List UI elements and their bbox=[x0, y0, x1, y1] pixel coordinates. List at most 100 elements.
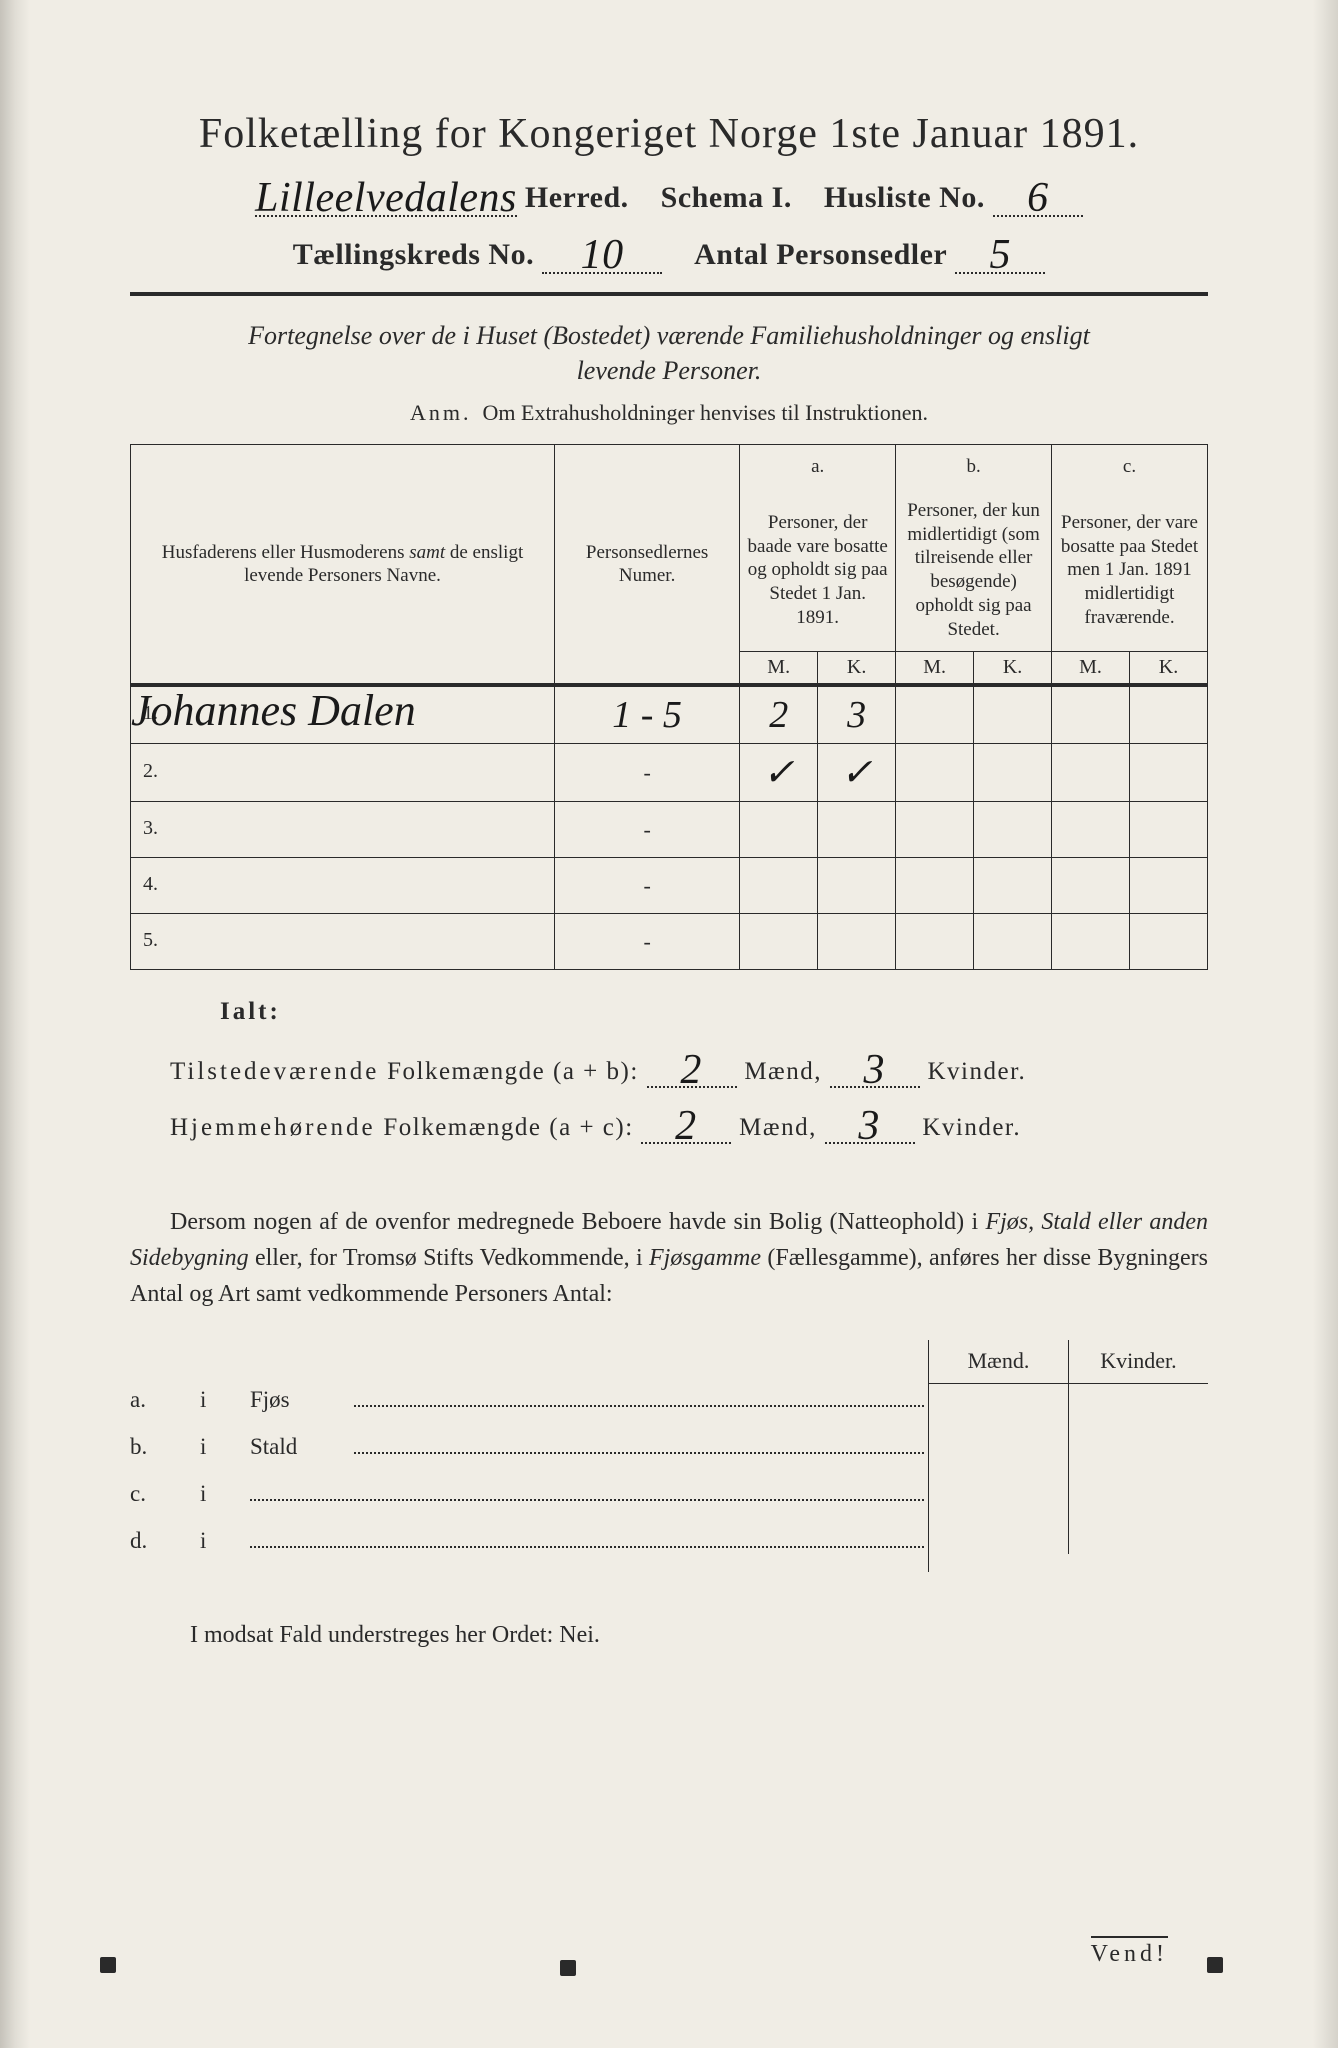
row-item: Fjøs bbox=[250, 1387, 350, 1413]
b-k-cell bbox=[974, 858, 1052, 914]
table-row: 2. - ✓ ✓ bbox=[131, 744, 1208, 802]
maend-label: Mænd, bbox=[739, 1114, 817, 1141]
ialt2-main: Folkemængde (a + c): bbox=[383, 1114, 633, 1141]
census-table-body: 1. Johannes Dalen 1 - 5 2 3 2. - ✓ ✓ bbox=[131, 685, 1208, 970]
table-row: 5. - bbox=[131, 914, 1208, 970]
ialt-label: Ialt: bbox=[220, 998, 1208, 1026]
anm-label: Anm. bbox=[410, 400, 472, 425]
a-m-cell bbox=[740, 802, 818, 858]
ialt1-prefix: Tilstedeværende bbox=[170, 1058, 379, 1085]
row-i: i bbox=[200, 1528, 250, 1554]
name-value: Johannes Dalen bbox=[131, 693, 416, 728]
c-m-cell bbox=[1052, 914, 1130, 970]
name-cell: 5. bbox=[131, 914, 555, 970]
kvinder-label: Kvinder. bbox=[927, 1058, 1026, 1085]
name-cell: 3. bbox=[131, 802, 555, 858]
name-cell: 2. bbox=[131, 744, 555, 802]
mk-column: Mænd. Kvinder. bbox=[928, 1340, 1208, 1572]
mk-body bbox=[929, 1384, 1208, 1554]
antal-value: 5 bbox=[989, 239, 1011, 273]
col-a-m: M. bbox=[740, 652, 818, 686]
ialt-line-1: Tilstedeværende Folkemængde (a + b): 2 M… bbox=[170, 1050, 1208, 1088]
col-header-names: Husfaderens eller Husmode­rens samt de e… bbox=[131, 445, 555, 686]
anm-text: Om Extrahusholdninger henvises til Instr… bbox=[483, 400, 928, 425]
a-m-cell: 2 bbox=[740, 685, 818, 744]
col-c-k: K. bbox=[1129, 652, 1207, 686]
dotted-line bbox=[354, 1384, 924, 1407]
taellings-label: Tællingskreds No. bbox=[293, 238, 534, 271]
building-row: d. i bbox=[130, 1525, 928, 1554]
row-i: i bbox=[200, 1387, 250, 1413]
census-form-page: Folketælling for Kongeriget Norge 1ste J… bbox=[0, 0, 1338, 2048]
ialt2-prefix: Hjemmehørende bbox=[170, 1114, 376, 1141]
instruction-paragraph: Dersom nogen af de ovenfor medregnede Be… bbox=[130, 1204, 1208, 1312]
totals-section: Ialt: Tilstedeværende Folkemængde (a + b… bbox=[130, 998, 1208, 1144]
herred-field: Lilleelvedalens bbox=[255, 178, 517, 217]
husliste-value: 6 bbox=[1027, 182, 1049, 216]
antal-field: 5 bbox=[955, 235, 1045, 274]
col-a-label: a. bbox=[740, 445, 896, 489]
psn-cell: - bbox=[555, 744, 740, 802]
husliste-label: Husliste No. bbox=[824, 181, 985, 214]
taellings-value: 10 bbox=[581, 239, 624, 273]
ialt2-k-field: 3 bbox=[825, 1106, 915, 1144]
c-k-cell bbox=[1129, 858, 1207, 914]
husliste-field: 6 bbox=[993, 178, 1083, 217]
building-row bbox=[130, 1340, 928, 1384]
c-k-cell bbox=[1129, 744, 1207, 802]
form-description: Fortegnelse over de i Huset (Bostedet) v… bbox=[130, 318, 1208, 388]
building-row: b. i Stald bbox=[130, 1431, 928, 1460]
a-k-cell bbox=[818, 858, 896, 914]
maend-col bbox=[929, 1384, 1069, 1554]
header-line-2: Tællingskreds No. 10 Antal Personsedler … bbox=[130, 235, 1208, 274]
b-m-cell bbox=[896, 744, 974, 802]
ialt2-m-field: 2 bbox=[641, 1106, 731, 1144]
row-item: Stald bbox=[250, 1434, 350, 1460]
col-c-label: c. bbox=[1052, 445, 1208, 489]
table-row: 1. Johannes Dalen 1 - 5 2 3 bbox=[131, 685, 1208, 744]
b-k-cell bbox=[974, 685, 1052, 744]
col-b-m: M. bbox=[896, 652, 974, 686]
ialt1-main: Folkemængde (a + b): bbox=[387, 1058, 639, 1085]
anm-note: Anm. Om Extrahusholdninger henvises til … bbox=[130, 400, 1208, 426]
census-table: Husfaderens eller Husmode­rens samt de e… bbox=[130, 444, 1208, 970]
ialt1-k-field: 3 bbox=[830, 1050, 920, 1088]
c-k-cell bbox=[1129, 802, 1207, 858]
kvinder-label: Kvinder. bbox=[922, 1114, 1021, 1141]
c-m-cell bbox=[1052, 685, 1130, 744]
row-prefix: d. bbox=[130, 1528, 200, 1554]
description-line2: levende Personer. bbox=[577, 356, 762, 385]
kvinder-header: Kvinder. bbox=[1069, 1340, 1208, 1383]
psn-cell: 1 - 5 bbox=[555, 685, 740, 744]
table-row: 3. - bbox=[131, 802, 1208, 858]
schema-label: Schema I. bbox=[661, 181, 792, 214]
row-i: i bbox=[200, 1434, 250, 1460]
herred-value: Lilleelvedalens bbox=[255, 182, 517, 216]
page-title: Folketælling for Kongeriget Norge 1ste J… bbox=[130, 110, 1208, 158]
col-c-desc: Personer, der vare bosatte paa Stedet me… bbox=[1052, 489, 1208, 652]
c-k-cell bbox=[1129, 685, 1207, 744]
a-k-cell: 3 bbox=[818, 685, 896, 744]
b-m-cell bbox=[896, 685, 974, 744]
a-k-cell bbox=[818, 914, 896, 970]
b-m-cell bbox=[896, 802, 974, 858]
col-b-k: K. bbox=[974, 652, 1052, 686]
dotted-line bbox=[250, 1525, 924, 1548]
final-instruction: I modsat Fald understreges her Ordet: Ne… bbox=[130, 1622, 1208, 1649]
psn-cell: - bbox=[555, 914, 740, 970]
row-i: i bbox=[200, 1481, 250, 1507]
c-k-cell bbox=[1129, 914, 1207, 970]
ialt-line-2: Hjemmehørende Folkemængde (a + c): 2 Mæn… bbox=[170, 1106, 1208, 1144]
building-section: a. i Fjøs b. i Stald c. i d. i bbox=[130, 1340, 1208, 1572]
row-prefix: b. bbox=[130, 1434, 200, 1460]
description-line1: Fortegnelse over de i Huset (Bostedet) v… bbox=[248, 321, 1090, 350]
b-k-cell bbox=[974, 914, 1052, 970]
a-k-cell: ✓ bbox=[818, 744, 896, 802]
maend-label: Mænd, bbox=[744, 1058, 822, 1085]
herred-label: Herred. bbox=[525, 181, 629, 214]
a-m-cell: ✓ bbox=[740, 744, 818, 802]
dotted-line bbox=[354, 1431, 924, 1454]
ialt1-m-field: 2 bbox=[647, 1050, 737, 1088]
a-m-cell bbox=[740, 914, 818, 970]
a-k-cell bbox=[818, 802, 896, 858]
